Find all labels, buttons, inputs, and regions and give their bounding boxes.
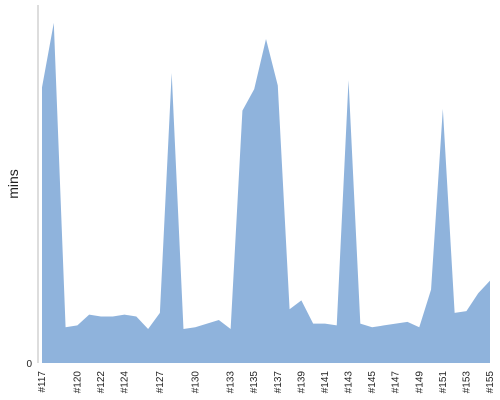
x-tick-label: #137: [273, 371, 284, 394]
x-tick-label: #147: [391, 371, 402, 394]
x-tick-label: #145: [367, 371, 378, 394]
y-tick-label: 0: [26, 359, 32, 370]
y-axis-title: mins: [5, 169, 21, 199]
x-tick-label: #153: [461, 371, 472, 394]
x-tick-label: #130: [190, 371, 201, 394]
x-tick-label: #155: [485, 371, 496, 394]
x-tick-label: #117: [37, 371, 48, 393]
x-tick-label: #124: [120, 371, 131, 394]
x-tick-label: #122: [96, 371, 107, 394]
x-tick-labels: #117 #120 #122 #124 #127 #130 #133 #135 #137 #139…: [37, 371, 496, 394]
series-area: [42, 22, 490, 364]
x-tick-label: #141: [320, 371, 331, 394]
x-tick-label: #143: [344, 371, 355, 394]
x-tick-label: #133: [226, 371, 237, 394]
x-tick-label: #149: [414, 371, 425, 394]
x-tick-label: #151: [438, 371, 449, 394]
x-tick-label: #139: [296, 371, 307, 394]
x-tick-label: #120: [72, 371, 83, 394]
x-tick-label: #135: [249, 371, 260, 394]
x-tick-label: #127: [155, 371, 166, 394]
